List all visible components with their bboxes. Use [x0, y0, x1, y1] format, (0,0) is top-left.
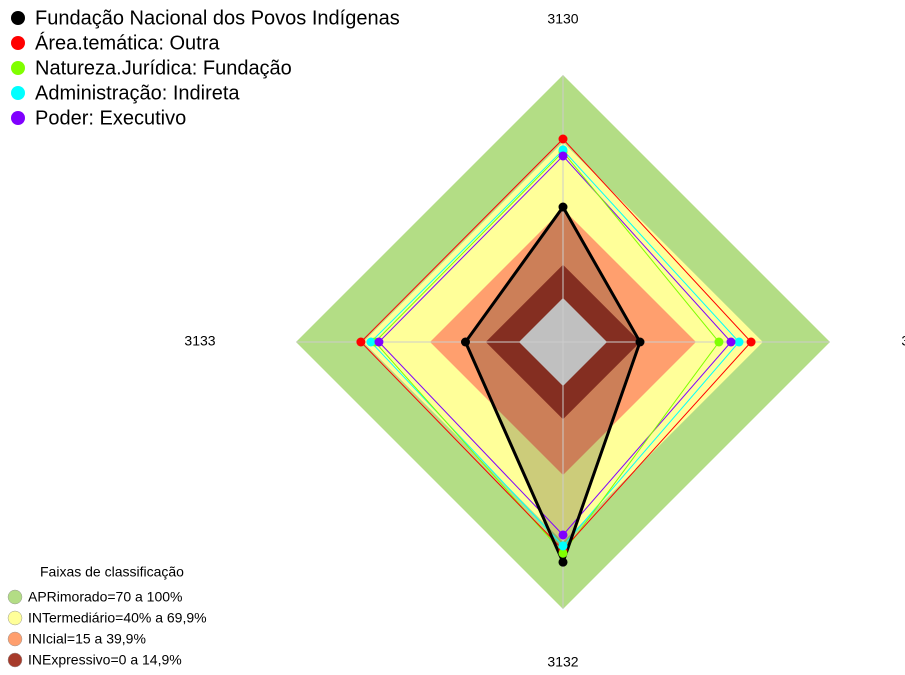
legend-marker: [11, 86, 25, 100]
legend-label: Natureza.Jurídica: Fundação: [35, 57, 292, 79]
band-legend-label: INExpressivo=0 a 14,9%: [28, 652, 182, 668]
series-point: [746, 337, 756, 347]
axis-label: 3131: [901, 333, 905, 349]
series-point: [558, 151, 568, 161]
legend-label: Poder: Executivo: [35, 107, 186, 129]
axis-label: 3130: [547, 11, 578, 27]
legend-label: Fundação Nacional dos Povos Indígenas: [35, 7, 400, 29]
series-point: [356, 337, 366, 347]
legend-marker: [11, 61, 25, 75]
band-legend-marker: [7, 589, 23, 605]
legend-label: Área.temática: Outra: [35, 31, 220, 54]
series-area: [465, 207, 641, 563]
series-point: [558, 557, 568, 567]
series-point: [726, 337, 736, 347]
axis-label: 3132: [547, 654, 578, 670]
axis-label: 3133: [184, 333, 215, 349]
legend-marker: [11, 11, 25, 25]
series-point: [558, 134, 568, 144]
series-point: [374, 337, 384, 347]
series-point: [635, 337, 645, 347]
series-point: [558, 541, 568, 551]
legend-marker: [11, 36, 25, 50]
series-point: [558, 530, 568, 540]
band-legend-label: APRimorado=70 a 100%: [28, 589, 183, 605]
legend-marker: [11, 111, 25, 125]
band-legend-marker: [7, 610, 23, 626]
series-point: [460, 337, 470, 347]
band-legend-marker: [7, 631, 23, 647]
band-legend-title: Faixas de classificação: [40, 564, 184, 580]
band-legend-label: INIcial=15 a 39,9%: [28, 631, 146, 647]
series-point: [714, 337, 724, 347]
series-point: [734, 337, 744, 347]
series-point: [558, 202, 568, 212]
band-legend-label: INTermediário=40% a 69,9%: [28, 610, 207, 626]
series-point: [558, 548, 568, 558]
legend-label: Administração: Indireta: [35, 82, 240, 104]
series-point: [366, 337, 376, 347]
band-legend-marker: [7, 652, 23, 668]
